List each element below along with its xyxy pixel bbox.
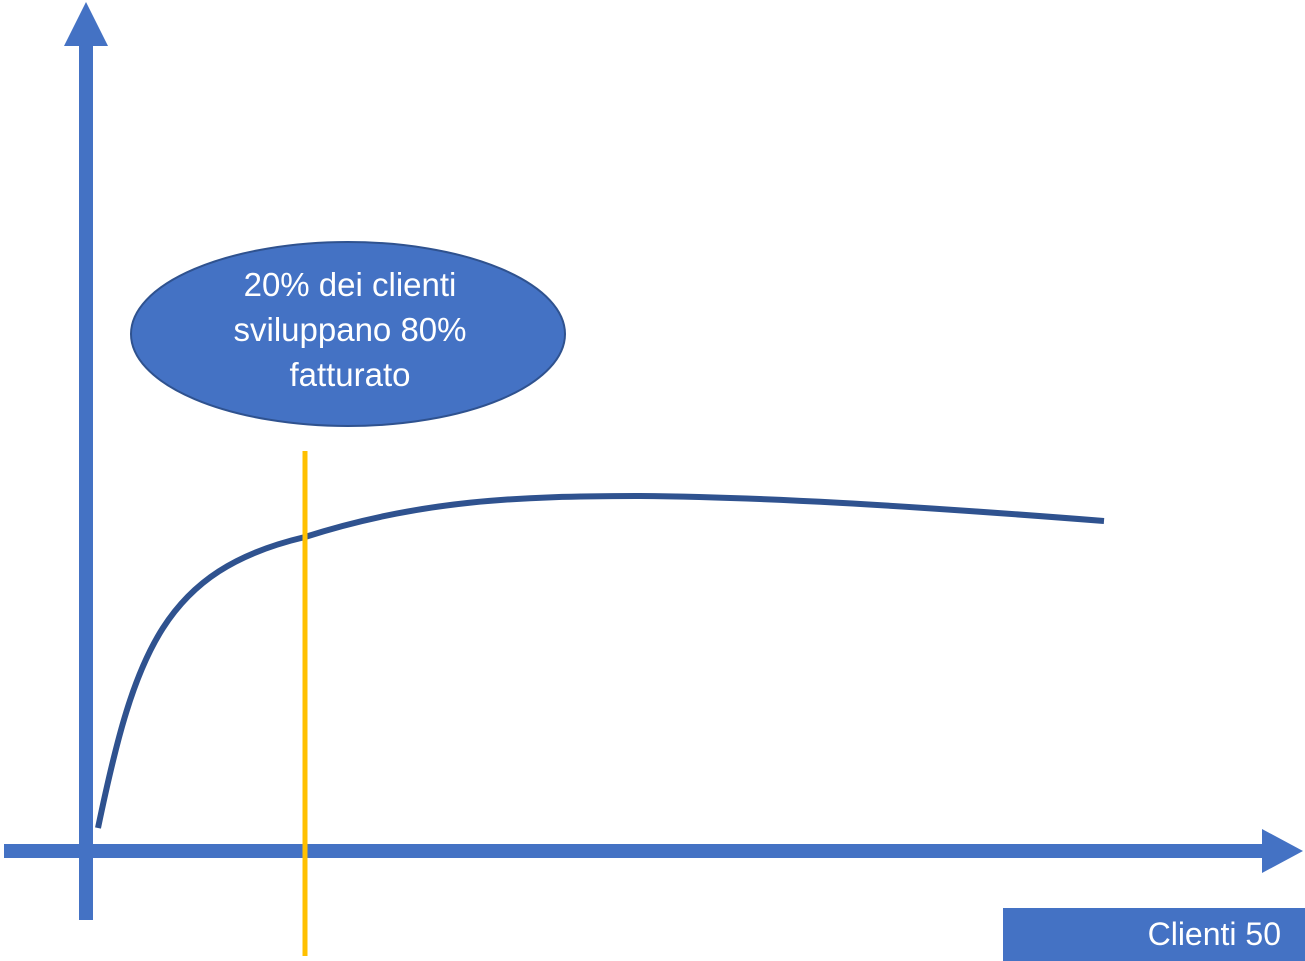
callout-line-2: sviluppano 80% bbox=[233, 311, 467, 348]
x-axis-arrowhead bbox=[1262, 829, 1303, 873]
callout-line-3: fatturato bbox=[289, 356, 411, 393]
callout-line-1: 20% dei clienti bbox=[243, 266, 457, 303]
callout-ellipse bbox=[130, 241, 566, 427]
y-axis-arrowhead bbox=[64, 2, 108, 46]
x-axis-label: Clienti 50 bbox=[1003, 908, 1305, 961]
callout-text: 20% dei clienti sviluppano 80% fatturato bbox=[150, 262, 550, 397]
revenue-curve bbox=[95, 492, 1105, 829]
